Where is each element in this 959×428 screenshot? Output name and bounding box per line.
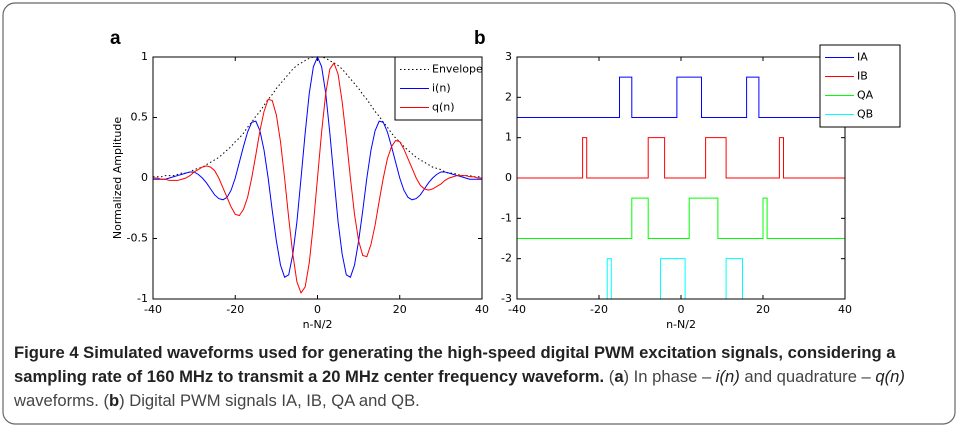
y-tick-label: -3 (501, 292, 512, 305)
x-tick-label: -40 (144, 303, 162, 316)
y-tick-label: 2 (505, 90, 512, 103)
y-tick-label: -2 (501, 252, 512, 265)
y-tick-label: 3 (505, 50, 512, 63)
series-line (517, 197, 845, 239)
y-tick-label: -1 (137, 292, 148, 305)
caption-text: ) In phase – (623, 367, 716, 386)
x-tick-label: 40 (838, 303, 852, 316)
legend-label: i(n) (432, 82, 451, 95)
x-tick-label: 0 (314, 303, 321, 316)
x-axis-label: n-N/2 (666, 318, 696, 331)
x-tick-label: 20 (393, 303, 407, 316)
y-tick-label: 1 (141, 50, 148, 63)
panel-label: a (110, 28, 121, 49)
series-line (517, 258, 845, 300)
caption-text: and quadrature – (739, 367, 876, 386)
x-tick-label: -20 (590, 303, 608, 316)
x-tick-label: 20 (756, 303, 770, 316)
legend-label: IB (857, 70, 868, 83)
x-tick-label: -20 (226, 303, 244, 316)
x-tick-label: 40 (475, 303, 489, 316)
caption-text: b (108, 391, 120, 410)
x-axis-label: n-N/2 (303, 318, 333, 331)
caption-text: Figure 4 Simulated waveforms used for ge… (14, 343, 896, 386)
series-line (153, 56, 482, 178)
series-line (517, 137, 845, 179)
y-tick-label: -1 (501, 211, 512, 224)
caption-text: q(n) (875, 367, 905, 386)
caption-text: i(n) (715, 367, 740, 386)
legend-label: QA (857, 89, 874, 102)
x-tick-label: -40 (508, 303, 526, 316)
legend-label: Envelope (432, 63, 483, 76)
y-tick-label: 0 (505, 171, 512, 184)
panel-label: b (474, 28, 486, 49)
y-tick-label: -0.5 (127, 232, 148, 245)
plot-frame (516, 56, 846, 300)
caption-text: ( (604, 367, 615, 386)
legend-label: IA (857, 51, 868, 64)
caption: Figure 4 Simulated waveforms used for ge… (14, 341, 914, 413)
plot-frame (152, 56, 483, 300)
y-tick-label: 0 (141, 171, 148, 184)
y-axis-label: Normalized Amplitude (111, 117, 124, 239)
y-tick-label: 1 (505, 131, 512, 144)
caption-text: ) Digital PWM signals IA, IB, QA and QB. (119, 391, 420, 410)
legend-box (819, 44, 901, 128)
x-tick-label: 0 (678, 303, 685, 316)
caption-text: a (614, 367, 624, 386)
series-line (153, 61, 482, 295)
series-line (517, 76, 845, 118)
caption-text: waveforms. ( (14, 391, 109, 410)
legend-label: QB (857, 108, 873, 121)
legend-label: q(n) (432, 101, 455, 114)
y-tick-label: 0.5 (131, 111, 149, 124)
